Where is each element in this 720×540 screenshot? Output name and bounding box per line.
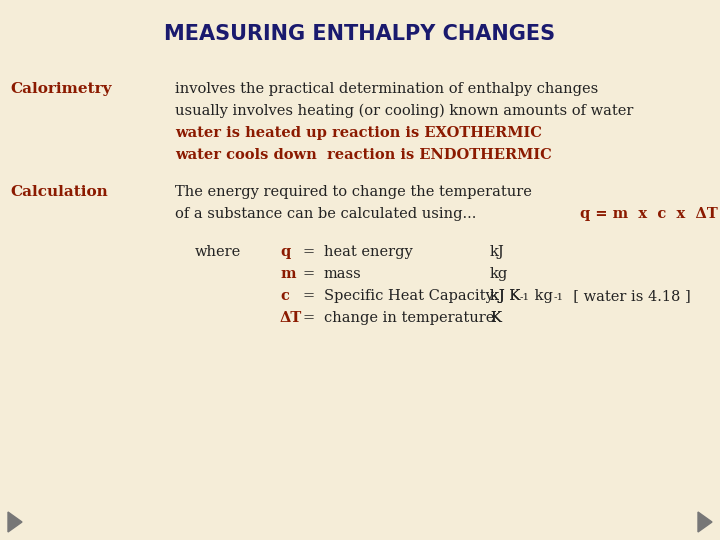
Text: kJ K: kJ K [490, 289, 521, 303]
Text: usually involves heating (or cooling) known amounts of water: usually involves heating (or cooling) kn… [175, 104, 634, 118]
Text: =: = [302, 245, 314, 259]
Text: heat energy: heat energy [324, 245, 413, 259]
Text: where: where [195, 245, 241, 259]
Text: ΔT: ΔT [280, 311, 302, 325]
Text: -1: -1 [554, 293, 564, 302]
Text: K: K [490, 311, 501, 325]
Text: K: K [490, 311, 501, 325]
Text: water cools down  reaction is ENDOTHERMIC: water cools down reaction is ENDOTHERMIC [175, 148, 552, 162]
Text: Calculation: Calculation [10, 185, 108, 199]
Text: q = m  x  c  x  ΔT: q = m x c x ΔT [580, 207, 718, 221]
Text: [ water is 4.18 ]: [ water is 4.18 ] [564, 289, 690, 303]
Text: Specific Heat Capacity: Specific Heat Capacity [324, 289, 494, 303]
Text: involves the practical determination of enthalpy changes: involves the practical determination of … [175, 82, 598, 96]
Text: kJ K: kJ K [490, 289, 521, 303]
Text: MEASURING ENTHALPY CHANGES: MEASURING ENTHALPY CHANGES [164, 24, 556, 44]
Polygon shape [8, 512, 22, 532]
Text: q: q [280, 245, 290, 259]
Text: m: m [280, 267, 295, 281]
Text: The energy required to change the temperature: The energy required to change the temper… [175, 185, 532, 199]
Text: kJ: kJ [490, 245, 505, 259]
Polygon shape [698, 512, 712, 532]
Text: change in temperature: change in temperature [324, 311, 495, 325]
Text: -1: -1 [520, 293, 530, 302]
Text: Calorimetry: Calorimetry [10, 82, 112, 96]
Text: mass: mass [324, 267, 361, 281]
Text: c: c [280, 289, 289, 303]
Text: water is heated up reaction is EXOTHERMIC: water is heated up reaction is EXOTHERMI… [175, 126, 542, 140]
Text: of a substance can be calculated using...: of a substance can be calculated using..… [175, 207, 477, 221]
Text: =: = [302, 311, 314, 325]
Text: kg: kg [490, 267, 508, 281]
Text: =: = [302, 267, 314, 281]
Text: kg: kg [530, 289, 553, 303]
Text: =: = [302, 289, 314, 303]
